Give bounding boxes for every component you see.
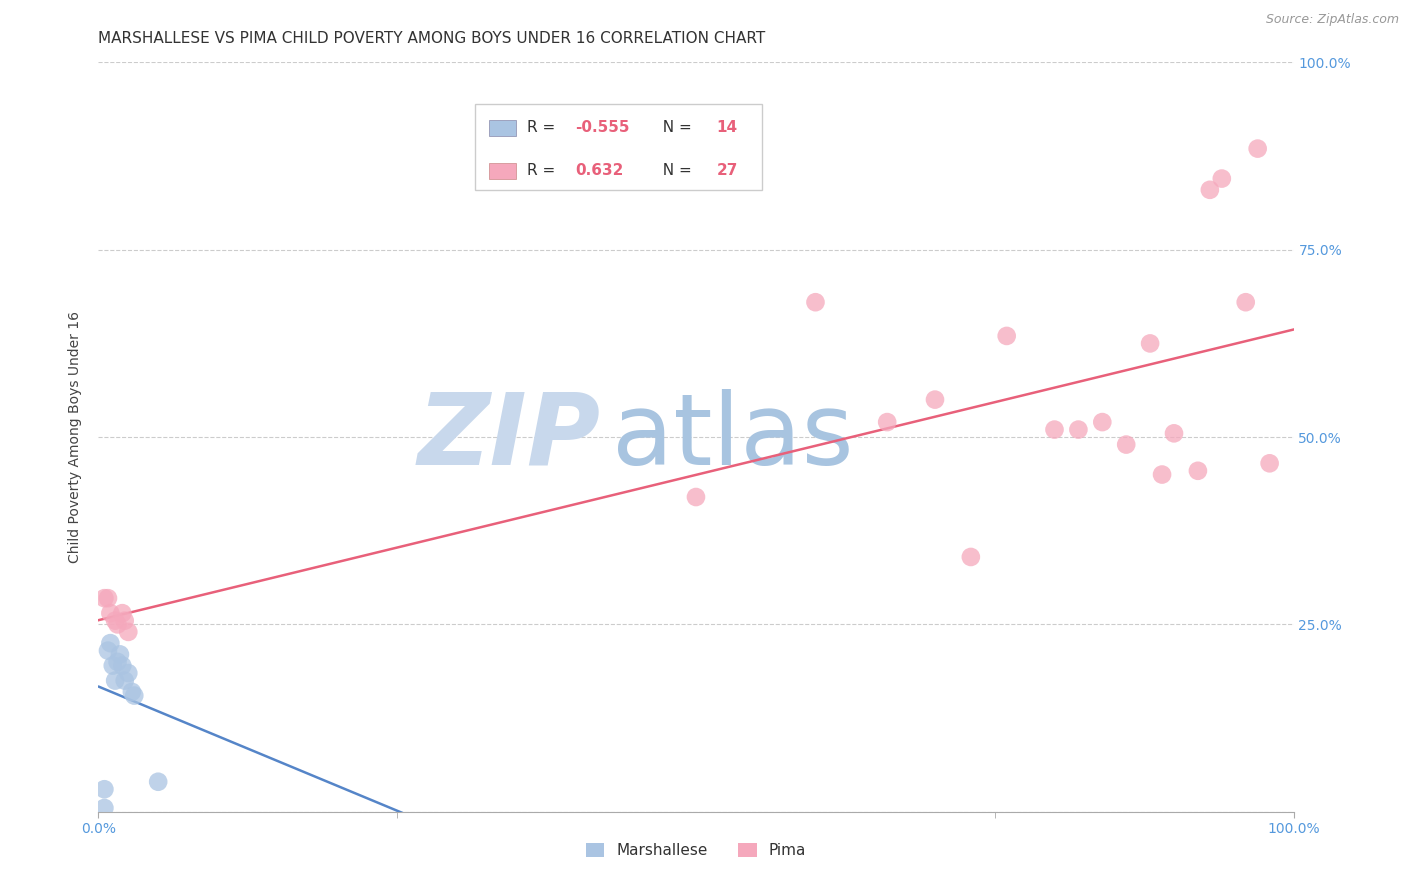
Point <box>108 648 131 662</box>
Point <box>995 329 1018 343</box>
Text: Source: ZipAtlas.com: Source: ZipAtlas.com <box>1265 13 1399 27</box>
Bar <box>489 120 516 136</box>
Point <box>111 658 134 673</box>
Point <box>117 624 139 639</box>
Point <box>93 591 115 606</box>
Point <box>1258 456 1281 470</box>
Text: atlas: atlas <box>613 389 853 485</box>
Point <box>1139 336 1161 351</box>
Point <box>960 549 983 564</box>
Point <box>124 689 146 703</box>
Text: N =: N = <box>652 120 696 136</box>
Y-axis label: Child Poverty Among Boys Under 16: Child Poverty Among Boys Under 16 <box>69 311 83 563</box>
Bar <box>489 162 516 179</box>
Point <box>1199 183 1222 197</box>
Point <box>1152 467 1174 482</box>
Point <box>97 591 120 606</box>
Text: N =: N = <box>652 163 696 178</box>
Point <box>97 643 120 657</box>
Legend: Marshallese, Pima: Marshallese, Pima <box>579 837 813 864</box>
Text: ZIP: ZIP <box>418 389 600 485</box>
Point <box>93 782 115 797</box>
Point <box>98 606 122 620</box>
Bar <box>475 103 762 190</box>
Point <box>1211 171 1233 186</box>
Point <box>924 392 946 407</box>
Point <box>1163 426 1185 441</box>
Point <box>1091 415 1114 429</box>
Point <box>111 606 134 620</box>
Text: -0.555: -0.555 <box>575 120 630 136</box>
Point <box>876 415 898 429</box>
Point <box>107 617 129 632</box>
Point <box>101 658 124 673</box>
Point <box>1043 423 1066 437</box>
Point <box>804 295 827 310</box>
Text: 27: 27 <box>716 163 738 178</box>
Point <box>93 801 115 815</box>
Text: MARSHALLESE VS PIMA CHILD POVERTY AMONG BOYS UNDER 16 CORRELATION CHART: MARSHALLESE VS PIMA CHILD POVERTY AMONG … <box>98 31 766 46</box>
Point <box>98 636 122 650</box>
Point <box>104 673 127 688</box>
Point <box>1187 464 1209 478</box>
Point <box>1115 437 1137 451</box>
Point <box>107 655 129 669</box>
Point <box>1234 295 1257 310</box>
Point <box>114 673 136 688</box>
Point <box>1247 142 1270 156</box>
Point <box>117 666 139 681</box>
Point <box>148 774 170 789</box>
Text: 0.632: 0.632 <box>575 163 624 178</box>
Text: 14: 14 <box>716 120 737 136</box>
Point <box>104 614 127 628</box>
Point <box>685 490 707 504</box>
Point <box>114 614 136 628</box>
Point <box>121 685 143 699</box>
Point <box>1067 423 1090 437</box>
Text: R =: R = <box>527 163 561 178</box>
Text: R =: R = <box>527 120 561 136</box>
